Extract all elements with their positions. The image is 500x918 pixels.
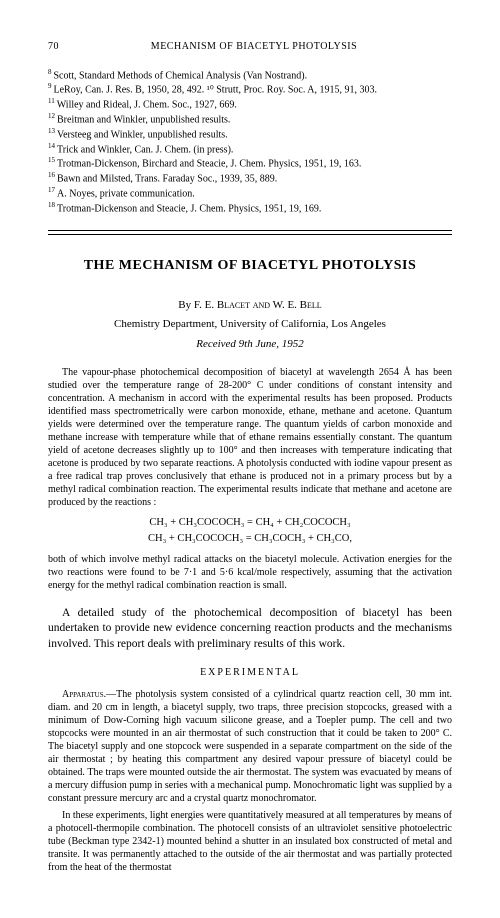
abstract: The vapour-phase photochemical decomposi… [48,366,452,509]
reference-item: 11Willey and Rideal, J. Chem. Soc., 1927… [48,97,452,112]
reaction-2: CH₃ + CH₃COCOCH₃ = CH₃COCH₃ + CH₃CO, [48,531,452,547]
intro-paragraph: A detailed study of the photochemical de… [48,606,452,653]
apparatus-text: The photolysis system consisted of a cyl… [48,689,452,804]
apparatus-paragraph: Apparatus.—The photolysis system consist… [48,688,452,805]
reference-item: 12Breitman and Winkler, unpublished resu… [48,112,452,127]
experimental-section: Apparatus.—The photolysis system consist… [48,688,452,874]
reaction-1: CH₃ + CH₃COCOCH₃ = CH₄ + CH₂COCOCH₃ [48,515,452,531]
authors: F. E. Blacet and W. E. Bell [194,299,322,311]
byline: By F. E. Blacet and W. E. Bell [48,298,452,313]
reference-item: 17A. Noyes, private communication. [48,186,452,201]
reference-item: 18Trotman-Dickenson and Steacie, J. Chem… [48,201,452,216]
running-title: MECHANISM OF BIACETYL PHOTOLYSIS [151,40,357,54]
reference-item: 8Scott, Standard Methods of Chemical Ana… [48,68,452,83]
reference-item: 16Bawn and Milsted, Trans. Faraday Soc.,… [48,171,452,186]
reference-list: 8Scott, Standard Methods of Chemical Ana… [48,68,452,216]
affiliation: Chemistry Department, University of Cali… [48,317,452,332]
abstract-continuation: both of which involve methyl radical att… [48,553,452,592]
page-header: 70 MECHANISM OF BIACETYL PHOTOLYSIS [48,40,452,54]
reference-item: 9LeRoy, Can. J. Res. B, 1950, 28, 492. ¹… [48,82,452,97]
reference-item: 15Trotman-Dickenson, Birchard and Steaci… [48,156,452,171]
chemical-reactions: CH₃ + CH₃COCOCH₃ = CH₄ + CH₂COCOCH₃ CH₃ … [48,515,452,547]
article-title: THE MECHANISM OF BIACETYL PHOTOLYSIS [48,257,452,276]
page-number: 70 [48,40,59,54]
section-heading-experimental: EXPERIMENTAL [48,666,452,680]
byline-prefix: By [178,299,191,311]
received-date: Received 9th June, 1952 [48,337,452,352]
header-spacer [449,40,452,54]
section-divider [48,230,452,235]
apparatus-head: Apparatus.— [62,689,116,700]
reference-item: 14Trick and Winkler, Can. J. Chem. (in p… [48,142,452,157]
reference-item: 13Versteeg and Winkler, unpublished resu… [48,127,452,142]
experimental-paragraph-2: In these experiments, light energies wer… [48,809,452,874]
